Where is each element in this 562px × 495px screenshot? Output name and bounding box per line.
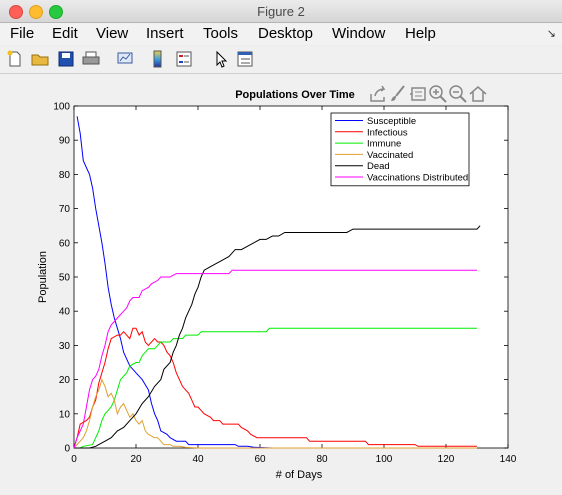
- series-line-vaccinations-distributed[interactable]: [73, 269, 477, 449]
- restore-view-icon[interactable]: [468, 84, 488, 104]
- minimize-window-button[interactable]: [29, 5, 43, 19]
- brush-icon[interactable]: [388, 84, 408, 104]
- x-tick-label: 140: [500, 454, 517, 465]
- legend-entry: Dead: [367, 161, 390, 172]
- x-tick-label: 80: [316, 454, 328, 465]
- close-window-button[interactable]: [9, 5, 23, 19]
- print-icon[interactable]: [81, 49, 101, 69]
- window-titlebar: Figure 2: [0, 0, 562, 23]
- new-figure-icon[interactable]: [5, 49, 25, 69]
- series-line-vaccinated[interactable]: [73, 378, 477, 449]
- open-file-icon[interactable]: [30, 49, 50, 69]
- window-title: Figure 2: [257, 4, 305, 19]
- series-line-susceptible[interactable]: [76, 116, 477, 449]
- legend-entry: Susceptible: [367, 116, 416, 127]
- menu-tools[interactable]: Tools: [203, 25, 239, 42]
- legend-entry: Vaccinated: [367, 150, 413, 161]
- y-tick-label: 50: [59, 273, 71, 284]
- menu-file[interactable]: File: [10, 25, 35, 42]
- y-tick-label: 10: [59, 409, 71, 420]
- line-chart: 0 20 40 60 80 100 120 140 0 10 20 30 40 50 60 70 80 90 100…: [37, 89, 517, 481]
- y-tick-label: 30: [59, 341, 71, 352]
- y-tick-label: 60: [59, 238, 71, 249]
- menu-window[interactable]: Window: [332, 25, 386, 42]
- save-icon[interactable]: [56, 49, 76, 69]
- menu-bar: File Edit View Insert Tools Desktop Wind…: [0, 23, 562, 45]
- y-tick-label: 20: [59, 375, 71, 386]
- x-tick-label: 100: [376, 454, 393, 465]
- y-tick-label: 0: [64, 444, 70, 455]
- y-tick-label: 70: [59, 204, 71, 215]
- zoom-in-icon[interactable]: [428, 84, 448, 104]
- figure-canvas: 0 20 40 60 80 100 120 140 0 10 20 30 40 50 60 70 80 90 100…: [0, 74, 562, 495]
- chart-title: Populations Over Time: [235, 89, 355, 101]
- y-tick-label: 90: [59, 136, 71, 147]
- figure-toolbar: [0, 46, 562, 74]
- data-tips-icon[interactable]: [408, 84, 428, 104]
- x-tick-label: 0: [71, 454, 77, 465]
- series-line-immune[interactable]: [74, 327, 477, 449]
- menu-help[interactable]: Help: [405, 25, 436, 42]
- menu-desktop[interactable]: Desktop: [258, 25, 314, 42]
- legend-entry: Infectious: [367, 127, 408, 138]
- x-tick-label: 60: [254, 454, 266, 465]
- legend-entry: Vaccinations Distributed: [367, 173, 468, 184]
- menu-insert[interactable]: Insert: [146, 25, 184, 42]
- insert-legend-icon[interactable]: [174, 49, 194, 69]
- export-icon[interactable]: [368, 84, 388, 104]
- y-tick-label: 40: [59, 307, 71, 318]
- insert-colorbar-icon[interactable]: [148, 49, 168, 69]
- maximize-window-button[interactable]: [49, 5, 63, 19]
- legend-entry: Immune: [367, 139, 401, 150]
- series-line-infectious[interactable]: [73, 327, 477, 449]
- edit-plot-pointer-icon[interactable]: [210, 49, 230, 69]
- series-line-dead[interactable]: [74, 225, 481, 449]
- menu-edit[interactable]: Edit: [52, 25, 78, 42]
- zoom-out-icon[interactable]: [448, 84, 468, 104]
- legend-box: [330, 112, 470, 187]
- x-axis-label: # of Days: [276, 469, 323, 481]
- menu-view[interactable]: View: [96, 25, 129, 42]
- chart-legend[interactable]: SusceptibleInfectiousImmuneVaccinatedDea…: [330, 112, 470, 187]
- property-editor-icon[interactable]: [235, 49, 255, 69]
- dock-arrow-icon[interactable]: ↘: [546, 28, 556, 40]
- y-tick-label: 80: [59, 170, 71, 181]
- y-axis-label: Population: [37, 251, 49, 303]
- link-plot-icon[interactable]: [115, 49, 135, 69]
- x-tick-label: 120: [438, 454, 455, 465]
- x-tick-label: 40: [192, 454, 204, 465]
- y-tick-label: 100: [53, 102, 70, 113]
- x-tick-label: 20: [130, 454, 142, 465]
